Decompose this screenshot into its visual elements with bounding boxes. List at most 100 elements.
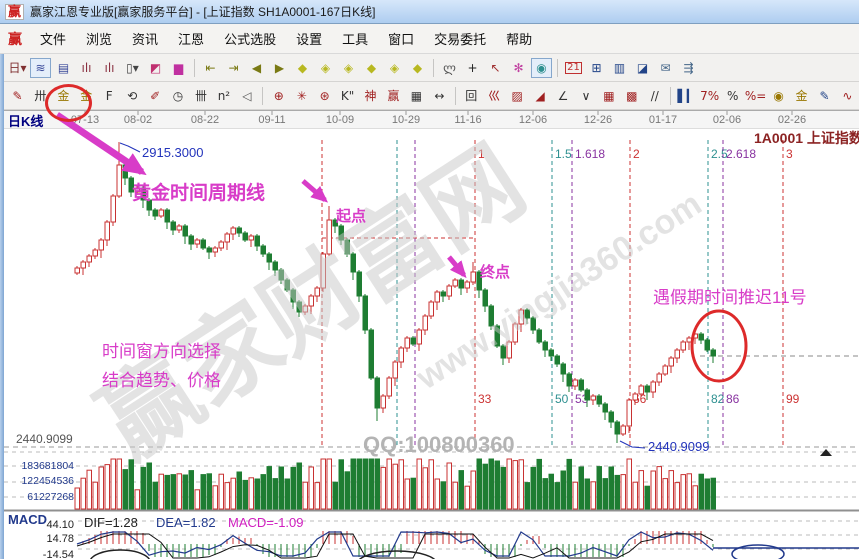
gold-cycle-tool-icon[interactable]: 金 [57, 88, 70, 103]
toolbar-divider [433, 58, 434, 77]
menu-item-8[interactable]: 交易委托 [434, 32, 487, 47]
star-web-tool-icon[interactable]: ✳ [296, 88, 307, 103]
grid2-tool-icon[interactable]: 卌 [194, 88, 207, 103]
color-bars-icon[interactable]: ▆ [173, 60, 184, 75]
volume-bar [560, 470, 566, 510]
macd-scale-label: -14.54 [43, 549, 74, 559]
angle-flag-tool-icon[interactable]: ◁ [242, 88, 252, 103]
figure-tool-icon[interactable]: ◩ [149, 60, 162, 75]
candle-body [200, 239, 206, 249]
trend-chart-icon[interactable]: ≋ [30, 57, 51, 78]
hand-tool-icon[interactable]: ლ [443, 60, 456, 75]
pct-line-tool-icon[interactable]: %= [744, 88, 767, 103]
volume-scale-label: 61227268 [27, 491, 74, 503]
brush-tool-icon[interactable]: ✎ [12, 88, 23, 103]
gold-circle-tool-icon[interactable]: ◉ [773, 88, 784, 103]
spider-web-tool-icon[interactable]: ⊛ [319, 88, 330, 103]
ying-tool-icon[interactable]: 赢 [387, 88, 400, 103]
k-quote-tool-icon[interactable]: K" [340, 88, 355, 103]
chart-area[interactable]: 07-13 08-02 08-22 09-11 10-09 10-29 11-16 12-06… [0, 110, 859, 559]
cycle-line-bottom-label: 86 [726, 392, 740, 406]
fan-box-tool-icon[interactable]: ▨ [511, 88, 523, 103]
menu-item-2[interactable]: 资讯 [132, 32, 159, 47]
gold-cycle2-tool-icon[interactable]: 金 [80, 88, 93, 103]
menu-item-7[interactable]: 窗口 [388, 32, 415, 47]
zoom-diamond-4-icon[interactable]: ◆ [366, 60, 377, 75]
ruler-123-tool-icon[interactable]: ▦ [410, 88, 423, 103]
grid-tool-icon[interactable]: 卅 [34, 88, 47, 103]
pct7-tool-icon[interactable]: 7% [700, 88, 720, 103]
fan-lines-tool-icon[interactable]: 巛 [488, 88, 501, 103]
macd-scale-label: 14.78 [46, 533, 74, 545]
zoom-diamond-6-icon[interactable]: ◆ [412, 60, 423, 75]
notes-icon[interactable]: ▥ [613, 60, 626, 75]
red-grid-tool-icon[interactable]: ▦ [603, 88, 615, 103]
high-price-label: 2915.3000 [142, 145, 203, 160]
clock-tool-icon[interactable]: ◷ [172, 88, 184, 103]
date-tick-label: 08-22 [191, 114, 219, 126]
menu-item-6[interactable]: 工具 [342, 32, 369, 47]
fan-box2-tool-icon[interactable]: ◢ [535, 88, 545, 103]
menu-item-0[interactable]: 文件 [40, 32, 67, 47]
gann-target-tool-icon[interactable]: ⊕ [273, 88, 284, 103]
volume-bar [692, 485, 698, 510]
calendar-21-icon[interactable]: 21 [565, 61, 582, 74]
square-drag-tool-icon[interactable]: 回 [465, 88, 478, 103]
candle-body [272, 261, 278, 271]
zoom-diamond-1-icon[interactable]: ◆ [297, 60, 308, 75]
candle-body [146, 199, 152, 211]
spiral-tool-icon[interactable]: ⟲ [127, 88, 138, 103]
first-page-icon[interactable]: ⇤ [205, 60, 216, 75]
candle-body [374, 377, 380, 409]
pointer-tool-icon[interactable]: ↖ [490, 60, 501, 75]
save-disk-icon[interactable]: ◪ [636, 60, 649, 75]
candle-type-selector[interactable]: ▯▾ [126, 60, 139, 75]
prev-arrow-icon[interactable]: ◀ [251, 60, 262, 75]
title-bar[interactable]: 赢 赢家江恩专业版[赢家服务平台] - [上证指数 SH1A0001-167日K… [0, 0, 859, 24]
send-icon[interactable]: ⇶ [683, 60, 694, 75]
zoom-diamond-2-icon[interactable]: ◈ [320, 60, 331, 75]
candle-body [452, 279, 458, 287]
menu-item-3[interactable]: 江恩 [178, 32, 205, 47]
angle-line-tool-icon[interactable]: ∠ [557, 88, 569, 103]
menu-item-5[interactable]: 设置 [296, 32, 323, 47]
red-grid2-tool-icon[interactable]: ▩ [626, 88, 638, 103]
brain-tool-icon[interactable]: ◉ [531, 57, 552, 78]
f-tool-icon[interactable]: F [105, 88, 113, 103]
parallel-tool-icon[interactable]: // [650, 88, 659, 103]
zoom-diamond-3-icon[interactable]: ◈ [343, 60, 354, 75]
flower-tool-icon[interactable]: ✻ [513, 60, 524, 75]
period-daily-selector[interactable]: 日▾ [8, 60, 27, 75]
v-line-tool-icon[interactable]: ∨ [581, 88, 591, 103]
wave-box-tool-icon[interactable]: ∿ [842, 88, 853, 103]
crosshair-tool-icon[interactable]: + [467, 60, 478, 75]
minute-bars-3-icon[interactable]: ılı [81, 60, 92, 75]
width-arrows-tool-icon[interactable]: ↔ [434, 88, 445, 103]
shen-tool-icon[interactable]: 神 [364, 88, 377, 103]
mail-icon[interactable]: ✉ [660, 60, 671, 75]
volume-bar [314, 482, 320, 510]
menu-item-9[interactable]: 帮助 [506, 32, 533, 47]
candle-body [74, 267, 80, 274]
volume-bar [266, 466, 272, 510]
last-page-icon[interactable]: ⇥ [228, 60, 239, 75]
pct-tool-icon[interactable]: % [726, 88, 739, 103]
minute-bars-9-icon[interactable]: ılı [104, 60, 115, 75]
n2-tool-icon[interactable]: n² [217, 88, 231, 103]
next-arrow-icon[interactable]: ▶ [274, 60, 285, 75]
low-pointer-line [619, 440, 646, 449]
candle-body [140, 187, 146, 201]
quote-list-icon[interactable]: ▤ [57, 60, 70, 75]
red-brush-tool-icon[interactable]: ✐ [150, 88, 161, 103]
time-pencil-tool-icon[interactable]: ✎ [819, 88, 830, 103]
volume-bar [74, 487, 80, 510]
calculator-icon[interactable]: ⊞ [591, 60, 602, 75]
volume-bar [578, 466, 584, 510]
gold-line-tool-icon[interactable]: 金 [795, 88, 808, 103]
histogram-tool-icon[interactable]: ▌▎ [677, 88, 696, 103]
menu-item-1[interactable]: 浏览 [86, 32, 113, 47]
toolbar-divider [670, 86, 672, 105]
zoom-diamond-5-icon[interactable]: ◈ [389, 60, 400, 75]
menu-item-4[interactable]: 公式选股 [224, 32, 277, 47]
